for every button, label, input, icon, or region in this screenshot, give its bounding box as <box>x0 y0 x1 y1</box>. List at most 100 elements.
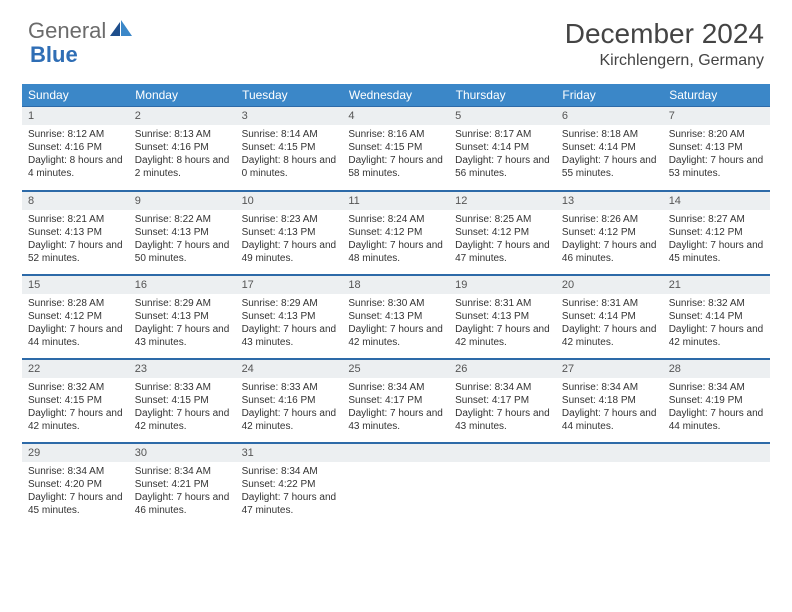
day-details: Sunrise: 8:34 AMSunset: 4:17 PMDaylight:… <box>449 378 556 437</box>
day-details: Sunrise: 8:20 AMSunset: 4:13 PMDaylight:… <box>663 125 770 184</box>
daylight-text: Daylight: 7 hours and 42 minutes. <box>348 323 443 349</box>
sunset-text: Sunset: 4:20 PM <box>28 478 123 491</box>
sunset-text: Sunset: 4:13 PM <box>28 226 123 239</box>
calendar-cell: 23Sunrise: 8:33 AMSunset: 4:15 PMDayligh… <box>129 358 236 442</box>
sunset-text: Sunset: 4:13 PM <box>242 226 337 239</box>
sunset-text: Sunset: 4:17 PM <box>455 394 550 407</box>
day-number: 25 <box>342 359 449 378</box>
calendar-cell: 11Sunrise: 8:24 AMSunset: 4:12 PMDayligh… <box>342 190 449 274</box>
sunset-text: Sunset: 4:19 PM <box>669 394 764 407</box>
calendar-cell <box>556 442 663 526</box>
sunset-text: Sunset: 4:12 PM <box>28 310 123 323</box>
daylight-text: Daylight: 8 hours and 2 minutes. <box>135 154 230 180</box>
daylight-text: Daylight: 7 hours and 48 minutes. <box>348 239 443 265</box>
calendar-cell: 26Sunrise: 8:34 AMSunset: 4:17 PMDayligh… <box>449 358 556 442</box>
sunset-text: Sunset: 4:14 PM <box>562 141 657 154</box>
daylight-text: Daylight: 7 hours and 47 minutes. <box>455 239 550 265</box>
sunrise-text: Sunrise: 8:23 AM <box>242 213 337 226</box>
day-header: Wednesday <box>342 84 449 106</box>
daylight-text: Daylight: 7 hours and 44 minutes. <box>562 407 657 433</box>
calendar-cell: 15Sunrise: 8:28 AMSunset: 4:12 PMDayligh… <box>22 274 129 358</box>
day-number: 11 <box>342 191 449 210</box>
day-details: Sunrise: 8:31 AMSunset: 4:13 PMDaylight:… <box>449 294 556 353</box>
calendar-cell: 19Sunrise: 8:31 AMSunset: 4:13 PMDayligh… <box>449 274 556 358</box>
sunrise-text: Sunrise: 8:22 AM <box>135 213 230 226</box>
day-details: Sunrise: 8:34 AMSunset: 4:22 PMDaylight:… <box>236 462 343 521</box>
day-details: Sunrise: 8:12 AMSunset: 4:16 PMDaylight:… <box>22 125 129 184</box>
day-number: 29 <box>22 443 129 462</box>
sunset-text: Sunset: 4:22 PM <box>242 478 337 491</box>
day-number: 15 <box>22 275 129 294</box>
title-block: December 2024 Kirchlengern, Germany <box>565 18 764 70</box>
sunrise-text: Sunrise: 8:13 AM <box>135 128 230 141</box>
calendar-week: 22Sunrise: 8:32 AMSunset: 4:15 PMDayligh… <box>22 358 770 442</box>
calendar-cell: 9Sunrise: 8:22 AMSunset: 4:13 PMDaylight… <box>129 190 236 274</box>
calendar-cell <box>449 442 556 526</box>
logo-blue-wrap: Blue <box>30 42 78 68</box>
sunset-text: Sunset: 4:12 PM <box>669 226 764 239</box>
day-details: Sunrise: 8:30 AMSunset: 4:13 PMDaylight:… <box>342 294 449 353</box>
sunrise-text: Sunrise: 8:34 AM <box>28 465 123 478</box>
day-details: Sunrise: 8:22 AMSunset: 4:13 PMDaylight:… <box>129 210 236 269</box>
day-header: Thursday <box>449 84 556 106</box>
calendar-cell: 30Sunrise: 8:34 AMSunset: 4:21 PMDayligh… <box>129 442 236 526</box>
day-number: 16 <box>129 275 236 294</box>
day-number: 10 <box>236 191 343 210</box>
sunrise-text: Sunrise: 8:31 AM <box>455 297 550 310</box>
day-details: Sunrise: 8:29 AMSunset: 4:13 PMDaylight:… <box>129 294 236 353</box>
day-number: 24 <box>236 359 343 378</box>
day-number: 14 <box>663 191 770 210</box>
day-header: Sunday <box>22 84 129 106</box>
day-number: 1 <box>22 106 129 125</box>
sunset-text: Sunset: 4:18 PM <box>562 394 657 407</box>
sunset-text: Sunset: 4:13 PM <box>669 141 764 154</box>
calendar-week: 8Sunrise: 8:21 AMSunset: 4:13 PMDaylight… <box>22 190 770 274</box>
daylight-text: Daylight: 7 hours and 52 minutes. <box>28 239 123 265</box>
day-details: Sunrise: 8:33 AMSunset: 4:16 PMDaylight:… <box>236 378 343 437</box>
day-details: Sunrise: 8:27 AMSunset: 4:12 PMDaylight:… <box>663 210 770 269</box>
day-number: 9 <box>129 191 236 210</box>
sunset-text: Sunset: 4:15 PM <box>28 394 123 407</box>
day-number: 17 <box>236 275 343 294</box>
sunset-text: Sunset: 4:15 PM <box>135 394 230 407</box>
day-number <box>449 443 556 462</box>
calendar-cell: 8Sunrise: 8:21 AMSunset: 4:13 PMDaylight… <box>22 190 129 274</box>
daylight-text: Daylight: 7 hours and 44 minutes. <box>28 323 123 349</box>
day-number: 26 <box>449 359 556 378</box>
sunrise-text: Sunrise: 8:34 AM <box>455 381 550 394</box>
sunset-text: Sunset: 4:12 PM <box>562 226 657 239</box>
sunset-text: Sunset: 4:16 PM <box>135 141 230 154</box>
daylight-text: Daylight: 7 hours and 49 minutes. <box>242 239 337 265</box>
day-details: Sunrise: 8:13 AMSunset: 4:16 PMDaylight:… <box>129 125 236 184</box>
day-details: Sunrise: 8:34 AMSunset: 4:21 PMDaylight:… <box>129 462 236 521</box>
day-number: 18 <box>342 275 449 294</box>
day-details: Sunrise: 8:24 AMSunset: 4:12 PMDaylight:… <box>342 210 449 269</box>
sunrise-text: Sunrise: 8:29 AM <box>135 297 230 310</box>
sunset-text: Sunset: 4:14 PM <box>669 310 764 323</box>
daylight-text: Daylight: 7 hours and 46 minutes. <box>562 239 657 265</box>
sunrise-text: Sunrise: 8:34 AM <box>348 381 443 394</box>
calendar-body: 1Sunrise: 8:12 AMSunset: 4:16 PMDaylight… <box>22 106 770 526</box>
logo-sail-icon <box>110 20 132 43</box>
calendar-cell: 6Sunrise: 8:18 AMSunset: 4:14 PMDaylight… <box>556 106 663 190</box>
sunrise-text: Sunrise: 8:33 AM <box>242 381 337 394</box>
day-details: Sunrise: 8:26 AMSunset: 4:12 PMDaylight:… <box>556 210 663 269</box>
sunset-text: Sunset: 4:17 PM <box>348 394 443 407</box>
day-number: 30 <box>129 443 236 462</box>
sunrise-text: Sunrise: 8:30 AM <box>348 297 443 310</box>
calendar-week: 1Sunrise: 8:12 AMSunset: 4:16 PMDaylight… <box>22 106 770 190</box>
daylight-text: Daylight: 7 hours and 55 minutes. <box>562 154 657 180</box>
calendar-cell: 5Sunrise: 8:17 AMSunset: 4:14 PMDaylight… <box>449 106 556 190</box>
calendar-cell: 1Sunrise: 8:12 AMSunset: 4:16 PMDaylight… <box>22 106 129 190</box>
calendar-cell: 21Sunrise: 8:32 AMSunset: 4:14 PMDayligh… <box>663 274 770 358</box>
daylight-text: Daylight: 7 hours and 42 minutes. <box>135 407 230 433</box>
sunrise-text: Sunrise: 8:12 AM <box>28 128 123 141</box>
day-header: Saturday <box>663 84 770 106</box>
daylight-text: Daylight: 7 hours and 43 minutes. <box>455 407 550 433</box>
sunset-text: Sunset: 4:14 PM <box>455 141 550 154</box>
calendar-cell: 3Sunrise: 8:14 AMSunset: 4:15 PMDaylight… <box>236 106 343 190</box>
sunset-text: Sunset: 4:13 PM <box>242 310 337 323</box>
daylight-text: Daylight: 7 hours and 43 minutes. <box>348 407 443 433</box>
sunset-text: Sunset: 4:15 PM <box>242 141 337 154</box>
location-label: Kirchlengern, Germany <box>565 52 764 70</box>
